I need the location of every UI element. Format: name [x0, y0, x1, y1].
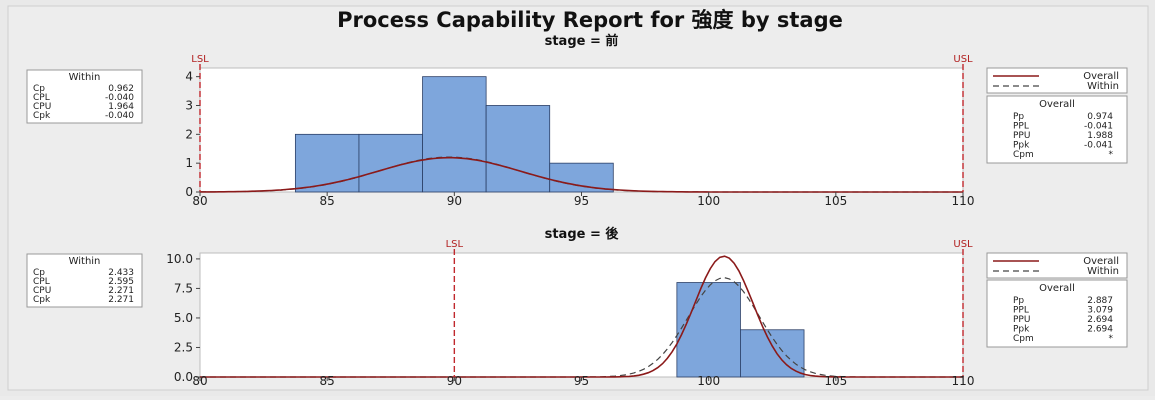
overall-stat-name: Ppk — [1013, 325, 1030, 335]
legend-box — [986, 252, 1128, 279]
overall-stat-value: 2.694 — [1087, 325, 1113, 335]
within-stat-value: 1.964 — [108, 102, 134, 112]
legend-overall-label: Overall — [1083, 71, 1119, 82]
within-stat-name: Cp — [33, 268, 45, 278]
within-stat-name: Cpk — [33, 295, 51, 305]
x-tick-label: 80 — [192, 194, 207, 208]
within-stats-box — [26, 69, 143, 124]
x-tick-label: 105 — [824, 194, 847, 208]
y-tick-label: 0 — [185, 185, 193, 199]
overall-stat-value: -0.041 — [1084, 122, 1113, 132]
legend-overall-label: Overall — [1083, 256, 1119, 267]
within-stat-name: Cp — [33, 84, 45, 94]
usl-label: USL — [953, 239, 973, 250]
overall-stat-value: -0.041 — [1084, 141, 1113, 151]
overall-stat-value: 1.988 — [1087, 131, 1113, 141]
panel-1: stage = 前 LSL USL 80 85 90 95 100 105 110 0 1 2 3 4 Wit… — [26, 33, 1128, 208]
overall-stat-name: Pp — [1013, 296, 1024, 306]
report-title: Process Capability Report for 強度 by stag… — [337, 8, 843, 32]
usl-label: USL — [953, 54, 973, 65]
overall-stat-name: Ppk — [1013, 141, 1030, 151]
histogram-bar — [422, 76, 487, 193]
x-tick-label: 100 — [697, 374, 720, 388]
overall-box-title: Overall — [1039, 99, 1075, 110]
y-tick-label: 3 — [185, 98, 193, 112]
legend-within-label: Within — [1087, 81, 1119, 92]
x-tick-label: 95 — [574, 374, 589, 388]
y-tick-label: 0.0 — [174, 370, 193, 384]
within-stat-name: CPL — [33, 277, 50, 287]
x-tick-label: 105 — [824, 374, 847, 388]
within-stat-name: CPU — [33, 286, 51, 296]
within-stat-value: -0.040 — [105, 93, 134, 103]
plot-area — [199, 252, 964, 378]
x-tick-label: 80 — [192, 374, 207, 388]
within-stat-value: 2.271 — [108, 286, 134, 296]
within-box-title: Within — [69, 256, 101, 267]
within-stats-box — [26, 253, 143, 308]
overall-stat-name: Pp — [1013, 112, 1024, 122]
overall-stat-name: Cpm — [1013, 334, 1034, 344]
overall-stat-value: 0.974 — [1087, 112, 1113, 122]
panel-title: stage = 後 — [545, 226, 620, 242]
overall-stat-name: PPU — [1013, 315, 1030, 325]
within-stat-value: -0.040 — [105, 111, 134, 121]
histogram-bar — [549, 162, 614, 193]
within-stat-name: Cpk — [33, 111, 51, 121]
legend-box — [986, 67, 1128, 94]
overall-stat-value: * — [1109, 334, 1114, 344]
within-stat-value: 2.433 — [108, 268, 134, 278]
overall-stat-name: PPU — [1013, 131, 1030, 141]
overall-stat-name: Cpm — [1013, 150, 1034, 160]
x-tick-label: 110 — [952, 194, 975, 208]
lsl-label: LSL — [446, 239, 464, 250]
x-tick-label: 90 — [447, 374, 462, 388]
within-stat-value: 2.271 — [108, 295, 134, 305]
panel-title: stage = 前 — [545, 33, 619, 49]
x-tick-label: 110 — [952, 374, 975, 388]
y-tick-label: 10.0 — [166, 252, 193, 266]
panel-2: stage = 後 LSL USL 80 85 90 95 100 105 110 0.0 2.5 5.… — [26, 226, 1128, 388]
x-tick-label: 100 — [697, 194, 720, 208]
y-tick-label: 1 — [185, 156, 193, 170]
y-tick-label: 2 — [185, 127, 193, 141]
within-stat-name: CPL — [33, 93, 50, 103]
y-tick-label: 7.5 — [174, 281, 193, 295]
y-tick-label: 5.0 — [174, 311, 193, 325]
overall-box-title: Overall — [1039, 283, 1075, 294]
overall-stat-name: PPL — [1013, 122, 1029, 132]
overall-stat-name: PPL — [1013, 306, 1029, 316]
overall-stats-box — [986, 279, 1128, 348]
x-tick-label: 85 — [320, 374, 335, 388]
within-box-title: Within — [69, 72, 101, 83]
x-tick-label: 90 — [447, 194, 462, 208]
y-tick-label: 4 — [185, 70, 193, 84]
overall-stats-box — [986, 95, 1128, 164]
histogram-bar — [485, 105, 551, 193]
overall-stat-value: 2.887 — [1087, 296, 1113, 306]
overall-stat-value: 3.079 — [1087, 306, 1113, 316]
histogram-bar — [358, 133, 423, 193]
within-stat-value: 2.595 — [108, 277, 134, 287]
x-tick-label: 85 — [320, 194, 335, 208]
lsl-label: LSL — [191, 54, 209, 65]
within-stat-name: CPU — [33, 102, 51, 112]
x-tick-label: 95 — [574, 194, 589, 208]
overall-stat-value: * — [1109, 150, 1114, 160]
within-stat-value: 0.962 — [108, 84, 134, 94]
y-tick-label: 2.5 — [174, 340, 193, 354]
legend-within-label: Within — [1087, 266, 1119, 277]
overall-stat-value: 2.694 — [1087, 315, 1113, 325]
histogram-bar — [676, 282, 741, 378]
